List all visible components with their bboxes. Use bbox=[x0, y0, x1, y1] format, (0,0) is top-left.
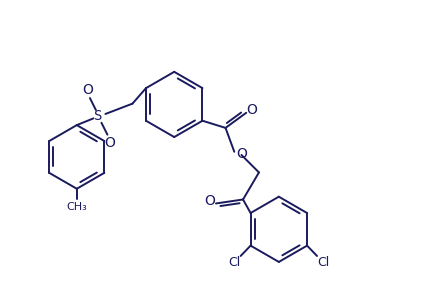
Text: O: O bbox=[247, 103, 257, 117]
Text: O: O bbox=[204, 194, 215, 208]
Text: S: S bbox=[95, 109, 103, 123]
Text: O: O bbox=[104, 136, 115, 150]
Text: CH₃: CH₃ bbox=[66, 202, 87, 212]
Text: O: O bbox=[236, 147, 247, 161]
Text: Cl: Cl bbox=[229, 256, 241, 269]
Text: O: O bbox=[82, 83, 93, 97]
Text: Cl: Cl bbox=[317, 256, 329, 269]
